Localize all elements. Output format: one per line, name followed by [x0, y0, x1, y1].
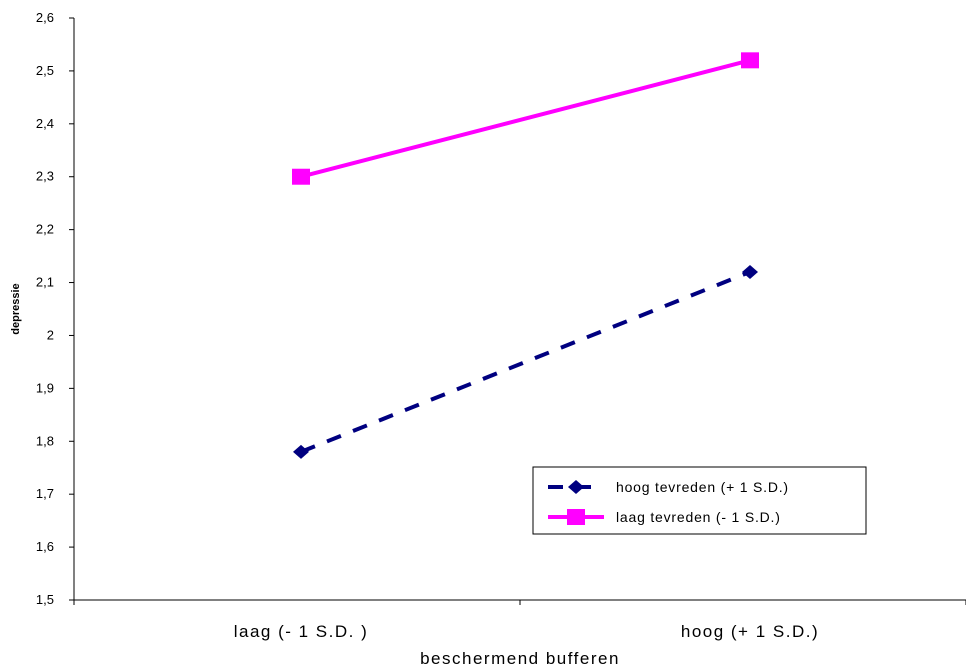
- series-line: [300, 58, 751, 179]
- legend-marker: [567, 509, 585, 525]
- series-1: [293, 264, 758, 459]
- y-tick-label: 2,6: [36, 10, 54, 25]
- y-axis-title: depressie: [10, 283, 22, 334]
- legend-entries: hoog tevreden (+ 1 S.D.) laag tevreden (-…: [548, 479, 789, 525]
- y-tick-label: 2,4: [36, 116, 54, 131]
- legend-entry: hoog tevreden (+ 1 S.D.): [548, 479, 789, 495]
- data-point: [742, 264, 758, 279]
- y-ticks: 1,5 1,6 1,7 1,8 1,9 2 2,1 2,2 2,3 2,4 2,5 2,6: [36, 10, 74, 607]
- series-line: [300, 270, 751, 454]
- y-tick-label: 2,2: [36, 222, 54, 237]
- y-tick-label: 2,3: [36, 169, 54, 184]
- x-tick-label: laag (- 1 S.D. ): [234, 622, 369, 641]
- data-point: [293, 444, 309, 459]
- y-tick-label: 1,5: [36, 592, 54, 607]
- y-tick-label: 2: [47, 327, 54, 342]
- legend-entry: laag tevreden (- 1 S.D.): [548, 509, 781, 525]
- y-tick-label: 1,7: [36, 486, 54, 501]
- y-tick-label: 1,9: [36, 380, 54, 395]
- y-tick-label: 2,1: [36, 275, 54, 290]
- legend-marker: [568, 480, 584, 494]
- series-layer: [292, 52, 759, 459]
- legend: hoog tevreden (+ 1 S.D.) laag tevreden (-…: [532, 466, 867, 535]
- x-ticks: laag (- 1 S.D. ) hoog (+ 1 S.D.): [73, 600, 966, 641]
- y-tick-label: 1,8: [36, 433, 54, 448]
- x-tick-label: hoog (+ 1 S.D.): [681, 622, 819, 641]
- data-point: [741, 52, 759, 69]
- legend-box: [532, 466, 867, 535]
- legend-label: laag tevreden (- 1 S.D.): [616, 509, 781, 525]
- legend-label: hoog tevreden (+ 1 S.D.): [616, 479, 789, 495]
- series-2: [292, 52, 759, 185]
- y-tick-label: 1,6: [36, 539, 54, 554]
- x-axis-title: beschermend bufferen: [420, 649, 620, 668]
- data-point: [292, 168, 310, 185]
- y-tick-label: 2,5: [36, 63, 54, 78]
